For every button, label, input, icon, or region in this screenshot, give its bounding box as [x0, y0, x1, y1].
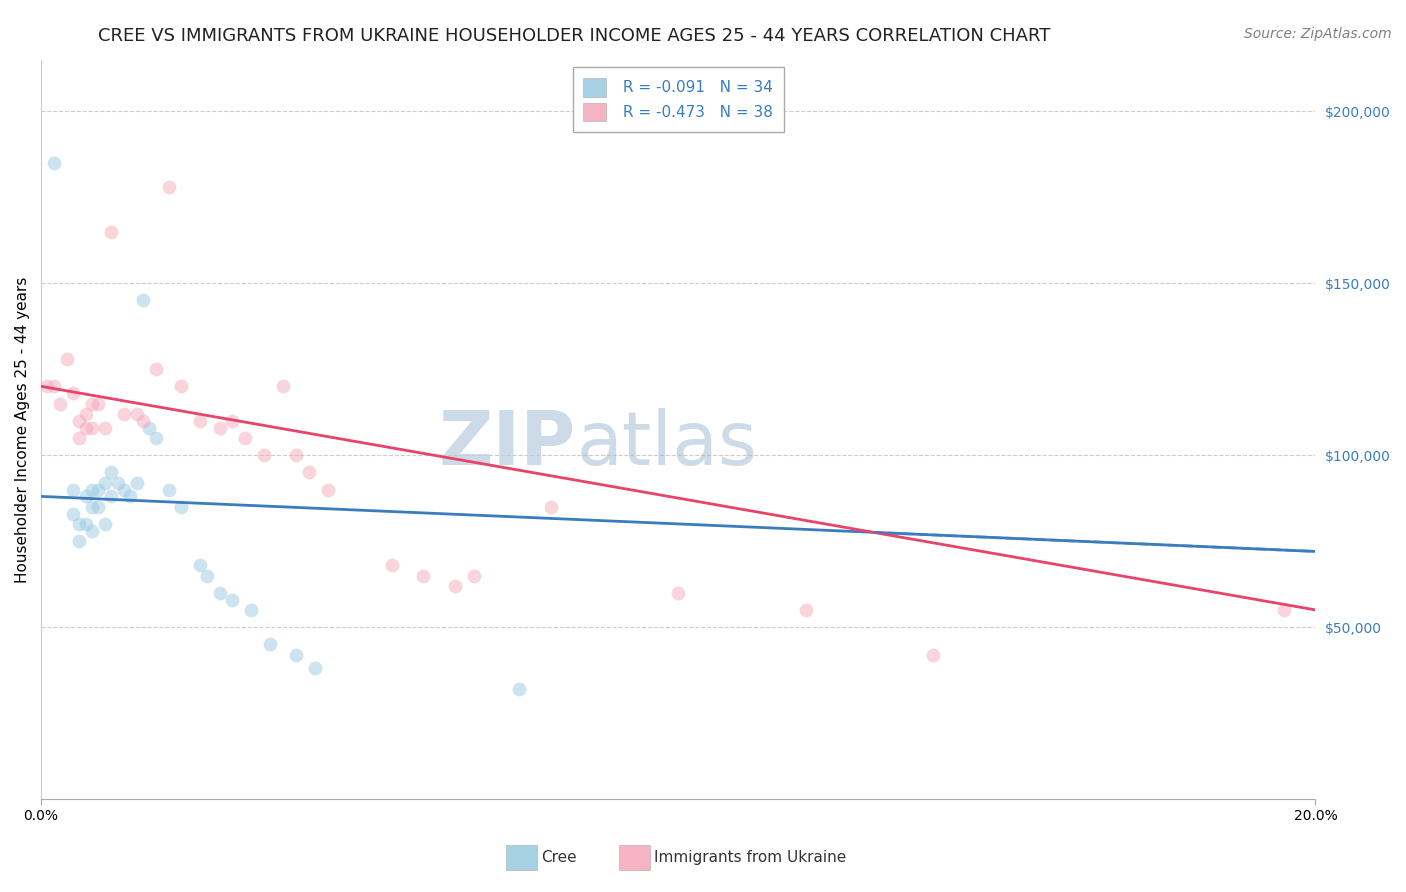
Text: CREE VS IMMIGRANTS FROM UKRAINE HOUSEHOLDER INCOME AGES 25 - 44 YEARS CORRELATIO: CREE VS IMMIGRANTS FROM UKRAINE HOUSEHOL…	[98, 27, 1050, 45]
Point	[157, 179, 180, 194]
Text: atlas: atlas	[576, 408, 758, 481]
Point	[100, 490, 122, 504]
Point	[540, 500, 562, 514]
Point	[67, 534, 90, 549]
Point	[42, 379, 65, 393]
Point	[55, 351, 77, 366]
Point	[285, 648, 308, 662]
Point	[94, 475, 117, 490]
Point	[125, 475, 148, 490]
Point	[67, 414, 90, 428]
Point	[380, 558, 402, 573]
Point	[112, 483, 135, 497]
Point	[112, 407, 135, 421]
Point	[190, 558, 212, 573]
Point	[75, 420, 97, 434]
Point	[463, 568, 485, 582]
Point	[87, 483, 110, 497]
Point	[316, 483, 339, 497]
Point	[94, 420, 117, 434]
Point	[208, 420, 231, 434]
Point	[145, 431, 167, 445]
Point	[304, 661, 326, 675]
Point	[80, 500, 103, 514]
Point	[132, 293, 155, 308]
Point	[170, 379, 193, 393]
Point	[208, 585, 231, 599]
Text: Source: ZipAtlas.com: Source: ZipAtlas.com	[1244, 27, 1392, 41]
Legend:  R = -0.091   N = 34,  R = -0.473   N = 38: R = -0.091 N = 34, R = -0.473 N = 38	[572, 67, 785, 132]
Point	[62, 507, 84, 521]
Point	[62, 386, 84, 401]
Point	[80, 396, 103, 410]
Point	[271, 379, 294, 393]
Point	[132, 414, 155, 428]
Point	[75, 407, 97, 421]
Point	[49, 396, 72, 410]
Point	[67, 431, 90, 445]
Point	[75, 490, 97, 504]
Point	[100, 466, 122, 480]
Y-axis label: Householder Income Ages 25 - 44 years: Householder Income Ages 25 - 44 years	[15, 277, 30, 582]
Point	[37, 379, 59, 393]
Point	[794, 603, 817, 617]
Point	[922, 648, 945, 662]
Point	[42, 155, 65, 169]
Point	[75, 516, 97, 531]
Point	[444, 579, 467, 593]
Point	[190, 414, 212, 428]
Text: ZIP: ZIP	[439, 408, 576, 481]
Point	[666, 585, 689, 599]
Point	[67, 516, 90, 531]
Point	[120, 490, 142, 504]
Point	[195, 568, 218, 582]
Point	[80, 524, 103, 538]
Point	[285, 448, 308, 462]
Point	[298, 466, 321, 480]
Point	[125, 407, 148, 421]
Point	[80, 420, 103, 434]
Text: Immigrants from Ukraine: Immigrants from Ukraine	[654, 850, 846, 864]
Point	[253, 448, 276, 462]
Point	[80, 483, 103, 497]
Point	[221, 592, 243, 607]
Point	[107, 475, 129, 490]
Point	[1272, 603, 1295, 617]
Point	[233, 431, 256, 445]
Point	[240, 603, 263, 617]
Point	[100, 225, 122, 239]
Point	[157, 483, 180, 497]
Point	[259, 637, 281, 651]
Point	[62, 483, 84, 497]
Point	[138, 420, 160, 434]
Point	[508, 681, 530, 696]
Point	[221, 414, 243, 428]
Point	[412, 568, 434, 582]
Text: Cree: Cree	[541, 850, 576, 864]
Point	[87, 500, 110, 514]
Point	[87, 396, 110, 410]
Point	[145, 362, 167, 376]
Point	[170, 500, 193, 514]
Point	[94, 516, 117, 531]
